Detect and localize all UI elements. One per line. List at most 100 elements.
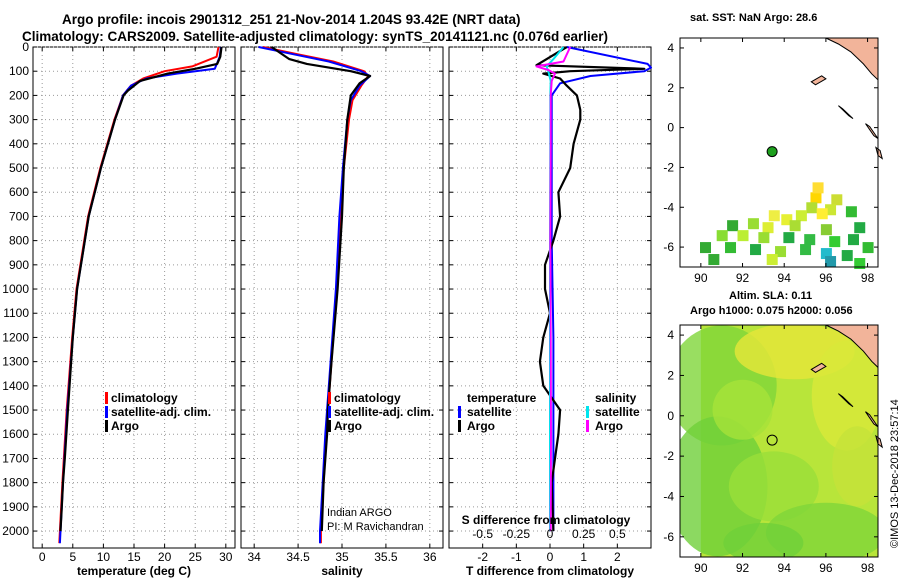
y-tick-label: 600 (9, 185, 29, 199)
legend-label: climatology (334, 391, 401, 405)
sst-pixel (841, 250, 853, 262)
legend-swatch (458, 406, 461, 418)
sst-pixel (854, 258, 866, 270)
legend-label: satellite (595, 405, 640, 419)
x-tick-label: 10 (97, 550, 111, 564)
map-x-tick-label: 96 (819, 561, 833, 575)
y-tick-label: 700 (9, 209, 29, 223)
x-tick-label: 34.5 (286, 550, 310, 564)
sst-pixel (820, 248, 832, 260)
x-tick-label: 35.5 (374, 550, 398, 564)
legend-swatch (105, 420, 108, 432)
sla-field-patch (728, 451, 819, 522)
legend-label: satellite-adj. clim. (111, 405, 211, 419)
y-tick-label: 400 (9, 137, 29, 151)
legend-label: Argo (111, 419, 139, 433)
secondary-tick-label: 0 (547, 527, 554, 541)
map-y-tick-label: 0 (667, 121, 674, 135)
profile-panel-1: 0 5 10 15 20 25 30 temperature (deg C) climatolo… (2, 40, 236, 578)
sst-pixel (781, 214, 793, 226)
sst-map: 90 92 94 96 98 4 2 0 -2 -4 -6 (663, 37, 884, 285)
sst-pixel (810, 192, 822, 204)
argo-float-marker (766, 434, 778, 446)
y-tick-label: 1500 (2, 403, 29, 417)
map-x-tick-label: 90 (694, 561, 708, 575)
legend-swatch (328, 420, 331, 432)
x-tick-label: 5 (69, 550, 76, 564)
sla-field-patch (712, 379, 773, 440)
y-tick-label: 1900 (2, 500, 29, 514)
sst-pixel (708, 254, 720, 266)
sst-pixel (762, 222, 774, 234)
map-x-tick-label: 98 (861, 271, 875, 285)
sst-pixel (804, 234, 816, 246)
watermark: ©IMOS 13-Dec-2018 23:57:14 (889, 399, 900, 548)
x-tick-label: 36 (423, 550, 437, 564)
x-tick-label: 1 (580, 550, 587, 564)
sst-pixel (862, 242, 874, 254)
y-tick-label: 200 (9, 88, 29, 102)
x-tick-label: 20 (158, 550, 172, 564)
x-tick-label: 15 (127, 550, 141, 564)
map-x-tick-label: 94 (778, 561, 792, 575)
legend-label: Argo (595, 419, 623, 433)
sst-pixel (737, 230, 749, 242)
land-island (865, 123, 879, 140)
y-tick-label: 1300 (2, 355, 29, 369)
sla-field-patch (723, 522, 804, 557)
land-island (875, 146, 884, 160)
y-tick-label: 0 (22, 40, 29, 54)
x-tick-label: -1 (511, 550, 522, 564)
x-tick-label: 0 (39, 550, 46, 564)
legend-swatch (328, 406, 331, 418)
y-tick-label: 100 (9, 64, 29, 78)
series-line-temp_argo (535, 46, 646, 532)
y-tick-label: 1000 (2, 282, 29, 296)
series-line-sal_argo (535, 46, 572, 532)
x-tick-label: -2 (477, 550, 488, 564)
sla-field (680, 325, 878, 557)
map-y-tick-label: 2 (667, 81, 674, 95)
land-sumatra (825, 37, 879, 81)
secondary-axis-label: S difference from climatology (462, 513, 631, 527)
sst-pixel (825, 204, 837, 216)
sst-pixel (845, 206, 857, 218)
map-y-tick-label: -2 (663, 449, 674, 463)
sla-map: 90 92 94 96 98 4 2 0 -2 -4 -6 (663, 324, 884, 575)
y-tick-label: 1200 (2, 330, 29, 344)
map-y-tick-label: 0 (667, 409, 674, 423)
chart-title-line2: Climatology: CARS2009. Satellite-adjuste… (22, 29, 608, 44)
map-y-tick-label: -4 (663, 489, 674, 503)
sst-pixel (727, 220, 739, 232)
series-line-temp_satellite (550, 46, 652, 532)
sst-pixel (812, 182, 824, 194)
legend-label: satellite-adj. clim. (334, 405, 434, 419)
x-axis-label: salinity (321, 564, 363, 578)
x-tick-label: 0 (547, 550, 554, 564)
y-tick-label: 1100 (3, 306, 29, 320)
y-tick-label: 500 (9, 161, 29, 175)
sst-pixel (820, 224, 832, 236)
map-y-tick-label: -2 (663, 160, 674, 174)
map-x-tick-label: 92 (736, 561, 750, 575)
map-x-tick-label: 92 (736, 271, 750, 285)
land-island (838, 393, 854, 408)
argo-float-marker (766, 146, 778, 158)
map-x-tick-label: 96 (819, 271, 833, 285)
sst-pixel (795, 210, 807, 222)
y-tick-label: 1700 (2, 451, 29, 465)
sst-map-title: sat. SST: NaN Argo: 28.6 (690, 12, 818, 24)
legend-title-salinity: salinity (595, 391, 637, 405)
sst-pixel (816, 208, 828, 220)
sst-pixel (768, 210, 780, 222)
map-frame (679, 37, 879, 268)
x-tick-label: 35 (335, 550, 349, 564)
x-tick-label: 34 (247, 550, 261, 564)
sst-pixel (800, 244, 812, 256)
y-tick-label: 300 (9, 113, 29, 127)
x-tick-label: 25 (189, 550, 203, 564)
map-x-tick-label: 94 (778, 271, 792, 285)
map-y-tick-label: 2 (667, 368, 674, 382)
legend-swatch (105, 406, 108, 418)
